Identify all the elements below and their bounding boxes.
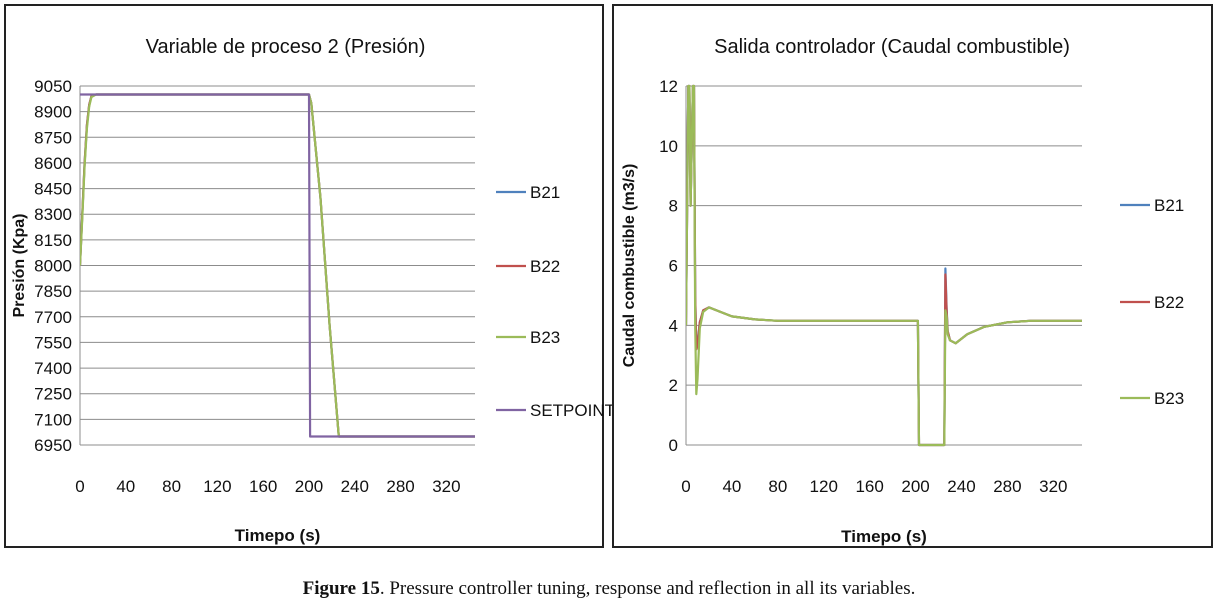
- chart-title: Salida controlador (Caudal combustible): [714, 36, 1070, 58]
- chart-frame: [612, 4, 1213, 548]
- legend-label-setpoint: SETPOINT: [530, 401, 615, 420]
- y-tick-label: 4: [669, 316, 678, 335]
- x-tick-label: 120: [203, 477, 231, 496]
- x-tick-label: 40: [116, 477, 135, 496]
- y-tick-label: 8900: [34, 103, 72, 122]
- legend-label-b21: B21: [1154, 196, 1184, 215]
- y-axis-label: Caudal combustible (m3/s): [621, 164, 638, 368]
- chart-pressure: 9050 8900 8750 8600 8450 8300 8150 8000 7850 7700…: [4, 4, 615, 548]
- x-tick-label: 320: [1039, 477, 1067, 496]
- y-tick-label: 7550: [34, 333, 72, 352]
- y-tick-label: 7400: [34, 359, 72, 378]
- y-tick-label: 7250: [34, 385, 72, 404]
- y-tick-label: 8300: [34, 205, 72, 224]
- y-tick-label: 2: [669, 376, 678, 395]
- legend-label-b22: B22: [1154, 293, 1184, 312]
- x-tick-label: 120: [810, 477, 838, 496]
- x-tick-label: 280: [993, 477, 1021, 496]
- x-axis-label: Timepo (s): [841, 527, 927, 546]
- y-tick-label: 8600: [34, 154, 72, 173]
- x-tick-label: 0: [75, 477, 84, 496]
- figure-canvas: 9050890087508600845083008150800078507700…: [4, 4, 1213, 548]
- x-tick-label: 240: [947, 477, 975, 496]
- x-tick-label: 0: [681, 477, 690, 496]
- x-tick-label: 160: [249, 477, 277, 496]
- y-tick-label: 8150: [34, 231, 72, 250]
- x-tick-label: 320: [432, 477, 460, 496]
- legend-label-b22: B22: [530, 257, 560, 276]
- y-tick-label: 8450: [34, 180, 72, 199]
- legend-label-b23: B23: [530, 328, 560, 347]
- x-tick-label: 200: [901, 477, 929, 496]
- caption-text: . Pressure controller tuning, response a…: [379, 578, 916, 599]
- series-line-b23: [686, 84, 1082, 447]
- y-tick-label: 12: [659, 77, 678, 96]
- legend-label-b21: B21: [530, 183, 560, 202]
- x-tick-label: 200: [295, 477, 323, 496]
- chart-title: Variable de proceso 2 (Presión): [146, 36, 426, 58]
- y-tick-label: 9050: [34, 77, 72, 96]
- x-tick-label: 240: [341, 477, 369, 496]
- y-tick-label: 7850: [34, 282, 72, 301]
- x-tick-label: 80: [768, 477, 787, 496]
- x-tick-label: 80: [162, 477, 181, 496]
- y-tick-label: 8000: [34, 257, 72, 276]
- caption-label: Figure 15: [302, 578, 380, 599]
- x-tick-label: 40: [722, 477, 741, 496]
- x-axis-label: Timepo (s): [235, 526, 321, 545]
- series-line-setpoint: [80, 93, 475, 438]
- y-tick-label: 8750: [34, 128, 72, 147]
- y-tick-label: 8: [669, 197, 678, 216]
- y-tick-label: 7700: [34, 308, 72, 327]
- y-tick-label: 0: [669, 436, 678, 455]
- y-axis-label: Presión (Kpa): [11, 213, 28, 317]
- x-tick-label: 160: [855, 477, 883, 496]
- figure-caption: Figure 15. Pressure controller tuning, r…: [0, 578, 1218, 600]
- legend-label-b23: B23: [1154, 389, 1184, 408]
- y-tick-label: 7100: [34, 410, 72, 429]
- y-tick-label: 6: [669, 257, 678, 276]
- y-tick-label: 10: [659, 137, 678, 156]
- y-tick-label: 6950: [34, 436, 72, 455]
- x-tick-label: 280: [386, 477, 414, 496]
